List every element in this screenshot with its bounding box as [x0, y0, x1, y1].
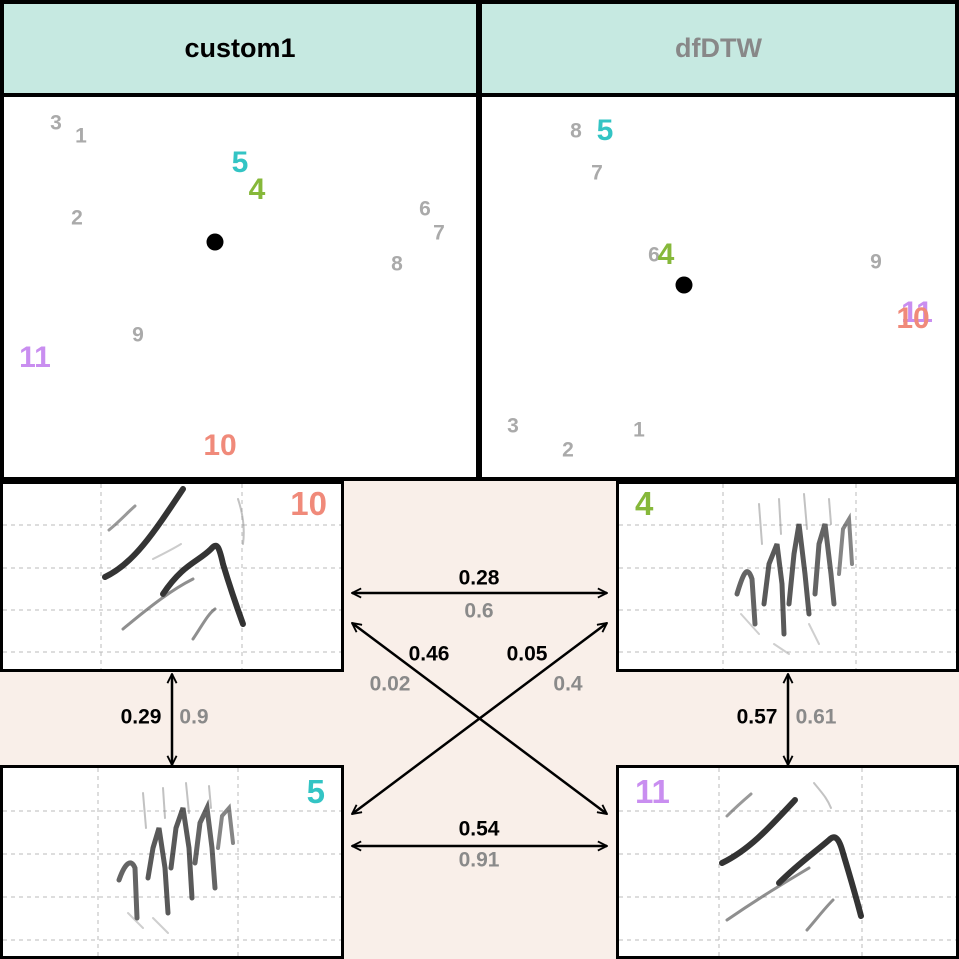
- centroid-dot: [206, 233, 224, 251]
- point-label-9: 9: [132, 323, 144, 347]
- scatter-panel-dfdtw: 8 5 7 6 4 9 11 10 3 2 1: [478, 93, 959, 481]
- comparison-background-right: [618, 670, 959, 767]
- spectrogram-image: [619, 768, 956, 956]
- spectrogram-5: 5: [0, 765, 344, 959]
- point-label-7: 7: [591, 161, 603, 185]
- distance-bottom-primary: 0.54: [458, 817, 500, 841]
- distance-left-primary: 0.29: [120, 705, 162, 729]
- point-label-9: 9: [870, 250, 882, 274]
- spectrogram-4: 4: [616, 481, 959, 672]
- comparison-background-left: [0, 670, 342, 767]
- point-label-1: 1: [75, 124, 87, 148]
- point-label-5: 5: [596, 114, 614, 147]
- comparison-background-center: [342, 481, 618, 959]
- spectrogram-label-4: 4: [635, 485, 654, 522]
- point-label-8: 8: [570, 119, 582, 143]
- point-label-3: 3: [507, 414, 519, 438]
- point-label-11: 11: [19, 341, 51, 374]
- spectrogram-11: 11: [616, 765, 959, 959]
- spectrogram-image: [3, 768, 341, 956]
- spectrogram-label-11: 11: [635, 773, 670, 810]
- header-custom1-label: custom1: [184, 33, 296, 63]
- point-label-2: 2: [71, 206, 83, 230]
- distance-bottom-secondary: 0.91: [458, 848, 500, 872]
- header-custom1: custom1: [0, 0, 480, 97]
- spectrogram-10: 10: [0, 481, 344, 672]
- spectrogram-image: [619, 484, 956, 669]
- distance-right-primary: 0.57: [736, 705, 778, 729]
- header-dfdtw: dfDTW: [478, 0, 959, 97]
- point-label-11: 11: [901, 296, 933, 329]
- point-label-6: 6: [419, 197, 431, 221]
- point-label-8: 8: [391, 252, 403, 276]
- distance-right-secondary: 0.61: [795, 705, 837, 729]
- distance-left-secondary: 0.9: [179, 705, 209, 729]
- point-label-10: 10: [896, 302, 930, 335]
- spectrogram-label-10: 10: [290, 485, 327, 522]
- centroid-dot: [675, 276, 693, 294]
- point-label-5: 5: [231, 146, 249, 179]
- point-label-1: 1: [633, 418, 645, 442]
- distance-diag-down-secondary: 0.02: [369, 672, 411, 696]
- distance-diag-up-secondary: 0.4: [553, 672, 583, 696]
- point-label-2: 2: [562, 438, 574, 462]
- point-label-6: 6: [648, 243, 660, 267]
- spectrogram-image: [3, 484, 341, 669]
- header-dfdtw-label: dfDTW: [675, 33, 762, 63]
- distance-diag-down-primary: 0.46: [408, 642, 450, 666]
- distance-top-primary: 0.28: [458, 566, 500, 590]
- distance-top-secondary: 0.6: [464, 599, 494, 623]
- distance-diag-up-primary: 0.05: [506, 642, 548, 666]
- point-label-4: 4: [248, 173, 266, 206]
- point-label-3: 3: [50, 111, 62, 135]
- point-label-7: 7: [433, 221, 445, 245]
- scatter-panel-custom1: 3 1 5 4 2 6 7 8 9 11 10: [0, 93, 480, 481]
- spectrogram-label-5: 5: [306, 773, 325, 810]
- point-label-10: 10: [203, 429, 237, 462]
- point-label-4: 4: [657, 238, 675, 271]
